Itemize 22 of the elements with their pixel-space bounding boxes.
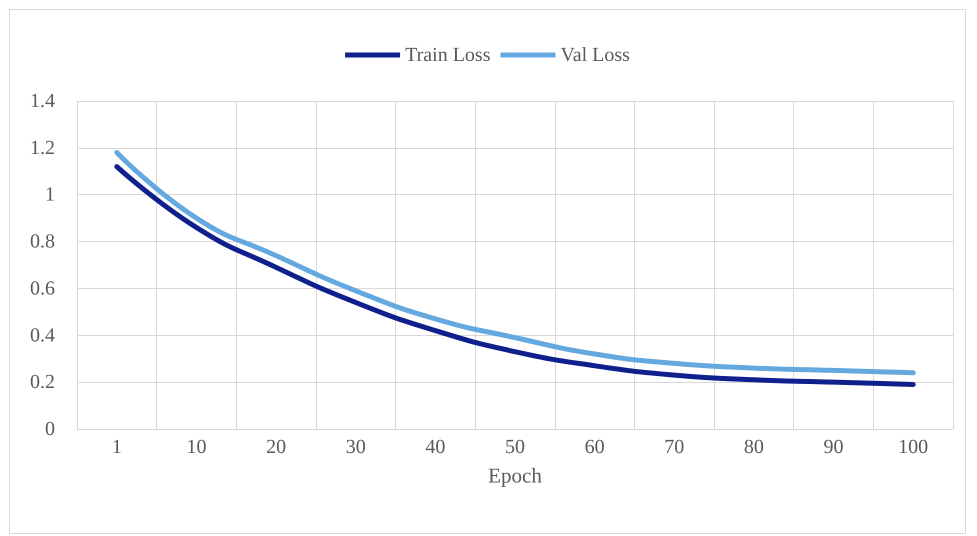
legend-label: Val Loss — [560, 44, 630, 66]
x-tick-label: 50 — [505, 436, 525, 458]
y-tick-label: 0.4 — [30, 324, 55, 346]
legend-label: Train Loss — [405, 44, 491, 66]
y-tick-label: 1.4 — [30, 90, 55, 112]
y-tick-label: 0.2 — [30, 371, 55, 394]
y-tick-label: 0 — [45, 418, 55, 440]
x-tick-label: 80 — [744, 436, 764, 458]
x-tick-label: 1 — [112, 436, 122, 458]
y-tick-label: 0.6 — [30, 277, 55, 300]
x-tick-label: 40 — [425, 436, 446, 458]
y-tick-label: 1.2 — [30, 136, 55, 159]
x-tick-label: 10 — [186, 436, 206, 458]
x-tick-label: 100 — [898, 436, 928, 458]
x-tick-label: 20 — [266, 436, 286, 458]
y-tick-label: 0.8 — [30, 230, 55, 253]
y-tick-label: 1 — [45, 184, 55, 206]
x-tick-label: 90 — [824, 436, 844, 458]
x-tick-label: 60 — [584, 436, 605, 458]
x-tick-label: 70 — [664, 436, 684, 458]
x-tick-label: 30 — [346, 436, 366, 458]
x-axis-title: Epoch — [488, 464, 542, 488]
